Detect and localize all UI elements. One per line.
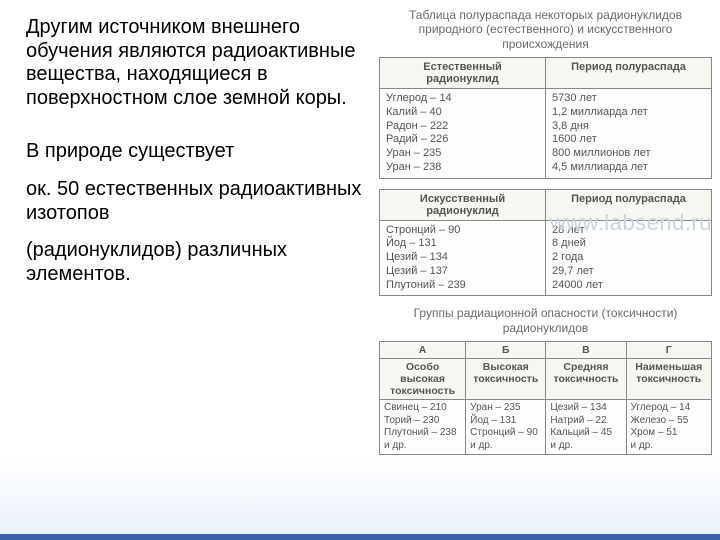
table-natural: Естественный радионуклид Период полурасп… — [379, 57, 712, 179]
th-artificial-period: Период полураспада — [546, 189, 712, 220]
th-letter-g: Г — [626, 342, 712, 359]
th-tox-2: Средняя токсичность — [546, 359, 626, 400]
bullet-3: ок. 50 естественных радиоактивных изотоп… — [18, 178, 369, 225]
left-text-column: Другим источником внешнего обучения явля… — [0, 0, 375, 540]
table-row: Свинец – 210Торий – 230Плутоний – 238и д… — [380, 400, 712, 455]
right-tables-column: Таблица полураспада некоторых радионукли… — [375, 0, 720, 540]
accent-bar — [0, 534, 720, 540]
th-tox-3: Наименьшая токсичность — [626, 359, 712, 400]
bullet-2: В природе существует — [18, 140, 369, 164]
th-tox-1: Высокая токсичность — [466, 359, 546, 400]
bullet-1: Другим источником внешнего обучения явля… — [18, 16, 369, 110]
caption-halflife: Таблица полураспада некоторых радионукли… — [379, 8, 712, 51]
th-tox-0: Особо высокая токсичность — [380, 359, 466, 400]
table-artificial: Искусственный радионуклид Период полурас… — [379, 189, 712, 297]
th-letter-v: В — [546, 342, 626, 359]
table-row: Стронций – 90Йод – 131Цезий – 134Цезий –… — [380, 220, 712, 296]
caption-toxicity: Группы радиационной опасности (токсичнос… — [379, 306, 712, 335]
th-letter-b: Б — [466, 342, 546, 359]
table-row: Углерод – 14Калий – 40Радон – 222Радий –… — [380, 89, 712, 179]
th-artificial-nuclide: Искусственный радионуклид — [380, 189, 546, 220]
th-natural-nuclide: Естественный радионуклид — [380, 58, 546, 89]
th-letter-a: А — [380, 342, 466, 359]
slide: Другим источником внешнего обучения явля… — [0, 0, 720, 540]
th-natural-period: Период полураспада — [546, 58, 712, 89]
bullet-4: (радионуклидов) различных элементов. — [18, 239, 369, 286]
table-toxicity: А Б В Г Особо высокая токсичность Высока… — [379, 341, 712, 455]
